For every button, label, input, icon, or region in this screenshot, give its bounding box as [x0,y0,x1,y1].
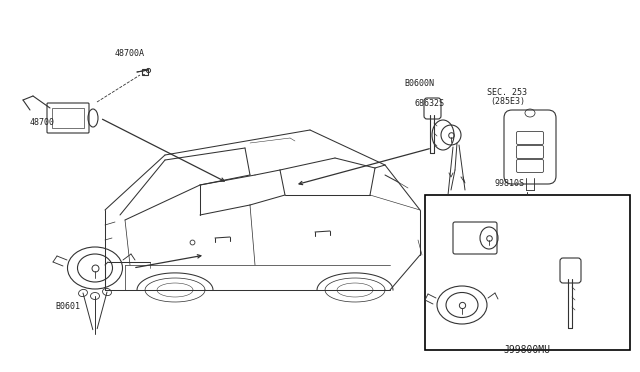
Text: 99810S: 99810S [495,179,525,188]
Text: 48700A: 48700A [115,49,145,58]
Text: 68632S: 68632S [415,99,445,108]
Text: J99800MU: J99800MU [504,345,550,355]
Text: SEC. 253: SEC. 253 [487,88,527,97]
Text: (285E3): (285E3) [490,97,525,106]
Bar [52,108,84,128]
Text: 48700: 48700 [30,118,55,126]
Bar [425,195,630,350]
Text: B0601: B0601 [56,302,81,311]
Text: B0600N: B0600N [404,79,434,88]
